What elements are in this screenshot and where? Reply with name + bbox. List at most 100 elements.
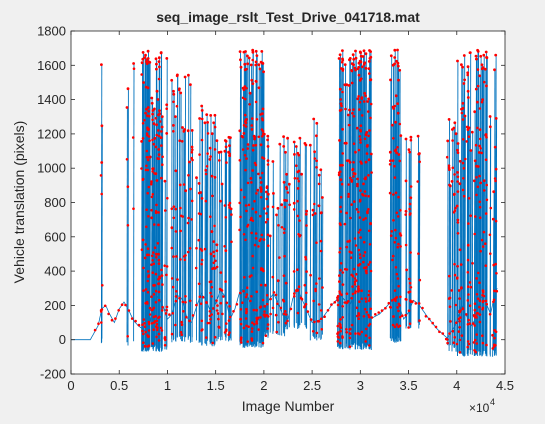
series-point	[262, 70, 265, 73]
series-point	[410, 136, 413, 139]
series-point	[161, 126, 164, 129]
series-point	[245, 125, 248, 128]
series-point	[390, 230, 393, 233]
series-point	[461, 112, 464, 115]
series-point	[410, 286, 413, 289]
series-point	[417, 135, 420, 138]
series-point	[338, 274, 341, 277]
series-point	[171, 277, 174, 280]
series-point	[297, 154, 300, 157]
series-point	[468, 197, 471, 200]
series-point	[462, 162, 465, 165]
series-point	[315, 160, 318, 163]
series-point	[473, 179, 476, 182]
series-point	[149, 313, 152, 316]
series-point	[399, 123, 402, 126]
series-point	[165, 132, 168, 135]
series-point	[160, 144, 163, 147]
series-point	[141, 61, 144, 64]
series-point	[405, 138, 408, 141]
series-point	[483, 179, 486, 182]
series-point	[473, 324, 476, 327]
series-point	[255, 192, 258, 195]
series-point	[345, 212, 348, 215]
series-point	[121, 303, 124, 306]
series-point	[305, 210, 308, 213]
series-point	[394, 176, 397, 179]
series-point	[410, 185, 413, 188]
series-point	[494, 180, 497, 183]
series-point	[359, 236, 362, 239]
series-point	[178, 89, 181, 92]
series-point	[368, 316, 371, 319]
series-point	[225, 140, 228, 143]
series-point	[359, 130, 362, 133]
series-point	[357, 285, 360, 288]
series-point	[280, 307, 283, 310]
series-point	[321, 286, 324, 289]
series-point	[267, 205, 270, 208]
series-point	[145, 226, 148, 229]
series-point	[368, 294, 371, 297]
series-point	[350, 297, 353, 300]
series-point	[480, 152, 483, 155]
series-point	[261, 135, 264, 138]
series-point	[143, 322, 146, 325]
series-point	[156, 329, 159, 332]
series-point	[494, 146, 497, 149]
series-point	[449, 185, 452, 188]
series-point	[298, 285, 301, 288]
series-point	[190, 218, 193, 221]
series-point	[184, 295, 187, 298]
series-point	[481, 239, 484, 242]
series-point	[284, 151, 287, 154]
series-point	[455, 321, 458, 324]
series-point	[479, 147, 482, 150]
series-point	[458, 289, 461, 292]
series-point	[366, 210, 369, 213]
series-point	[467, 90, 470, 93]
series-point	[255, 309, 258, 312]
series-point	[446, 338, 449, 341]
series-point	[390, 54, 393, 57]
series-point	[354, 283, 357, 286]
series-point	[409, 290, 412, 293]
series-point	[151, 309, 154, 312]
series-point	[408, 278, 411, 281]
series-point	[359, 141, 362, 144]
series-point	[457, 176, 460, 179]
series-point	[164, 344, 167, 347]
series-point	[300, 173, 303, 176]
series-point	[155, 204, 158, 207]
series-point	[310, 318, 313, 321]
series-point	[252, 149, 255, 152]
series-point	[451, 180, 454, 183]
y-tick-label: 800	[44, 195, 66, 210]
series-point	[364, 195, 367, 198]
series-point	[397, 62, 400, 65]
series-point	[140, 167, 143, 170]
series-point	[283, 274, 286, 277]
series-point	[456, 171, 459, 174]
series-point	[152, 342, 155, 345]
series-point	[369, 78, 372, 81]
series-point	[241, 301, 244, 304]
series-point	[399, 245, 402, 248]
series-point	[464, 158, 467, 161]
series-point	[496, 290, 499, 293]
series-point	[197, 239, 200, 242]
series-point	[365, 131, 368, 134]
series-point	[207, 132, 210, 135]
series-point	[479, 313, 482, 316]
series-point	[245, 118, 248, 121]
series-point	[251, 208, 254, 211]
series-point	[421, 307, 424, 310]
series-point	[260, 238, 263, 241]
series-point	[257, 328, 260, 331]
series-point	[205, 173, 208, 176]
series-point	[368, 344, 371, 347]
series-point	[250, 217, 253, 220]
series-point	[242, 290, 245, 293]
series-point	[471, 131, 474, 134]
series-point	[299, 137, 302, 140]
